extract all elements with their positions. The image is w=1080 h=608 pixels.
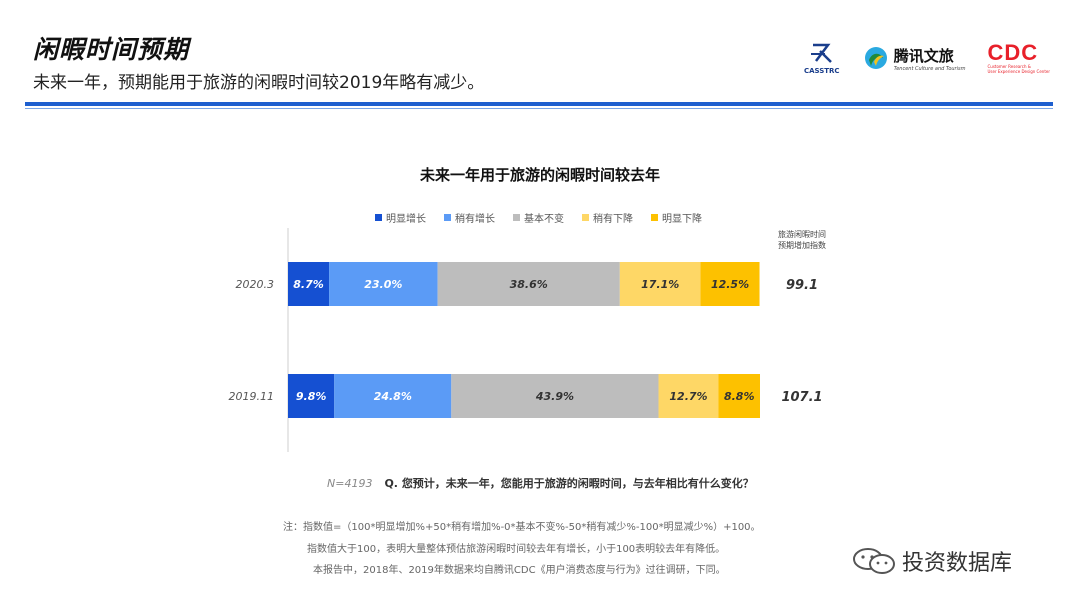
bar-value-label: 38.6% [510,278,548,291]
tencent-globe-icon [864,47,887,69]
bar-segment [700,262,760,306]
page-title: 闲暇时间预期 [33,35,190,64]
bar-value-label: 24.8% [374,390,412,403]
index-value: 107.1 [781,390,822,405]
sample-size: N=4193 [327,477,373,490]
legend-label: 基本不变 [524,214,564,225]
chart-title: 未来一年用于旅游的闲暇时间较去年 [419,166,660,184]
survey-question: N=4193 Q. 您预计，未来一年，您能用于旅游的闲暇时间，与去年相比有什么变化… [327,475,754,491]
category-label: 2020.3 [236,278,275,291]
casstrc-label: CASSTRC [803,67,840,75]
logo-bar: CASSTRC 腾讯文旅 Tencent Culture and Tourism… [802,38,1050,78]
cdc-mark: CDC [987,40,1039,65]
category-label: 2019.11 [229,390,275,403]
tencent-logo: 腾讯文旅 Tencent Culture and Tourism [864,45,966,72]
header-divider-thin [25,108,1053,109]
casstrc-mark-icon [810,43,832,63]
legend-item: 明显增长 [375,210,426,225]
bar-value-label: 8.8% [724,390,755,403]
page-subtitle: 未来一年，预期能用于旅游的闲暇时间较2019年略有减少。 [33,73,485,93]
legend-swatch [651,214,658,221]
bar-value-label: 17.1% [641,278,679,291]
bar-segment [437,262,620,306]
legend-item: 稍有增长 [444,210,495,225]
legend-item: 明显下降 [651,210,702,225]
watermark-text: 投资数据库 [902,551,1013,576]
cdc-subtitle-1: Customer Research & [987,64,1031,69]
legend-swatch [444,214,451,221]
tencent-subtitle: Tencent Culture and Tourism [893,65,966,72]
bar-segment [619,262,701,306]
index-column-header: 旅游闲暇时间 预期增加指数 [772,229,832,251]
casstrc-logo: CASSTRC [802,41,842,75]
bar-value-label: 8.7% [293,278,324,291]
bar-segment [334,374,452,418]
bar-segment [658,374,719,418]
bar-value-label: 12.5% [711,278,749,291]
legend-swatch [513,214,520,221]
legend-label: 明显增长 [386,214,426,225]
watermark: 投资数据库 [852,545,1012,577]
cdc-logo: CDC Customer Research & User Experience … [987,40,1050,75]
legend-item: 基本不变 [513,210,564,225]
bar-segment [451,374,659,418]
bar-value-label: 43.9% [535,390,574,403]
tencent-name: 腾讯文旅 [893,46,954,65]
bar-value-label: 9.8% [296,390,327,403]
legend-swatch [375,214,382,221]
wechat-icon [853,548,895,574]
legend-label: 稍有下降 [593,214,633,225]
question-text: Q. 您预计，未来一年，您能用于旅游的闲暇时间，与去年相比有什么变化？ [384,477,754,490]
index-header-line-1: 旅游闲暇时间 [778,230,826,239]
bar-segment [288,374,335,418]
index-header-line-2: 预期增加指数 [778,241,826,250]
legend-item: 稍有下降 [582,210,633,225]
bar-value-label: 12.7% [669,390,707,403]
index-value: 99.1 [786,278,818,293]
legend-label: 明显下降 [662,214,702,225]
footnote-1: 注：指数值=（100*明显增加%+50*稍有增加%-0*基本不变%-50*稍有减… [283,522,761,533]
footnote-2: 指数值大于100，表明大量整体预估旅游闲暇时间较去年有增长，小于100表明较去年… [307,544,726,555]
bar-segment [718,374,760,418]
header-divider [25,102,1053,106]
footnote-3: 本报告中，2018年、2019年数据来均自腾讯CDC《用户消费态度与行为》过往调… [313,565,726,576]
bar-segment [288,262,330,306]
legend-label: 稍有增长 [455,214,495,225]
bar-value-label: 23.0% [364,278,402,291]
cdc-subtitle-2: User Experience Design Center [987,69,1050,74]
bar-segment [329,262,438,306]
legend-swatch [582,214,589,221]
chart-legend: 明显增长 稍有增长 基本不变 稍有下降 明显下降 [375,210,702,225]
